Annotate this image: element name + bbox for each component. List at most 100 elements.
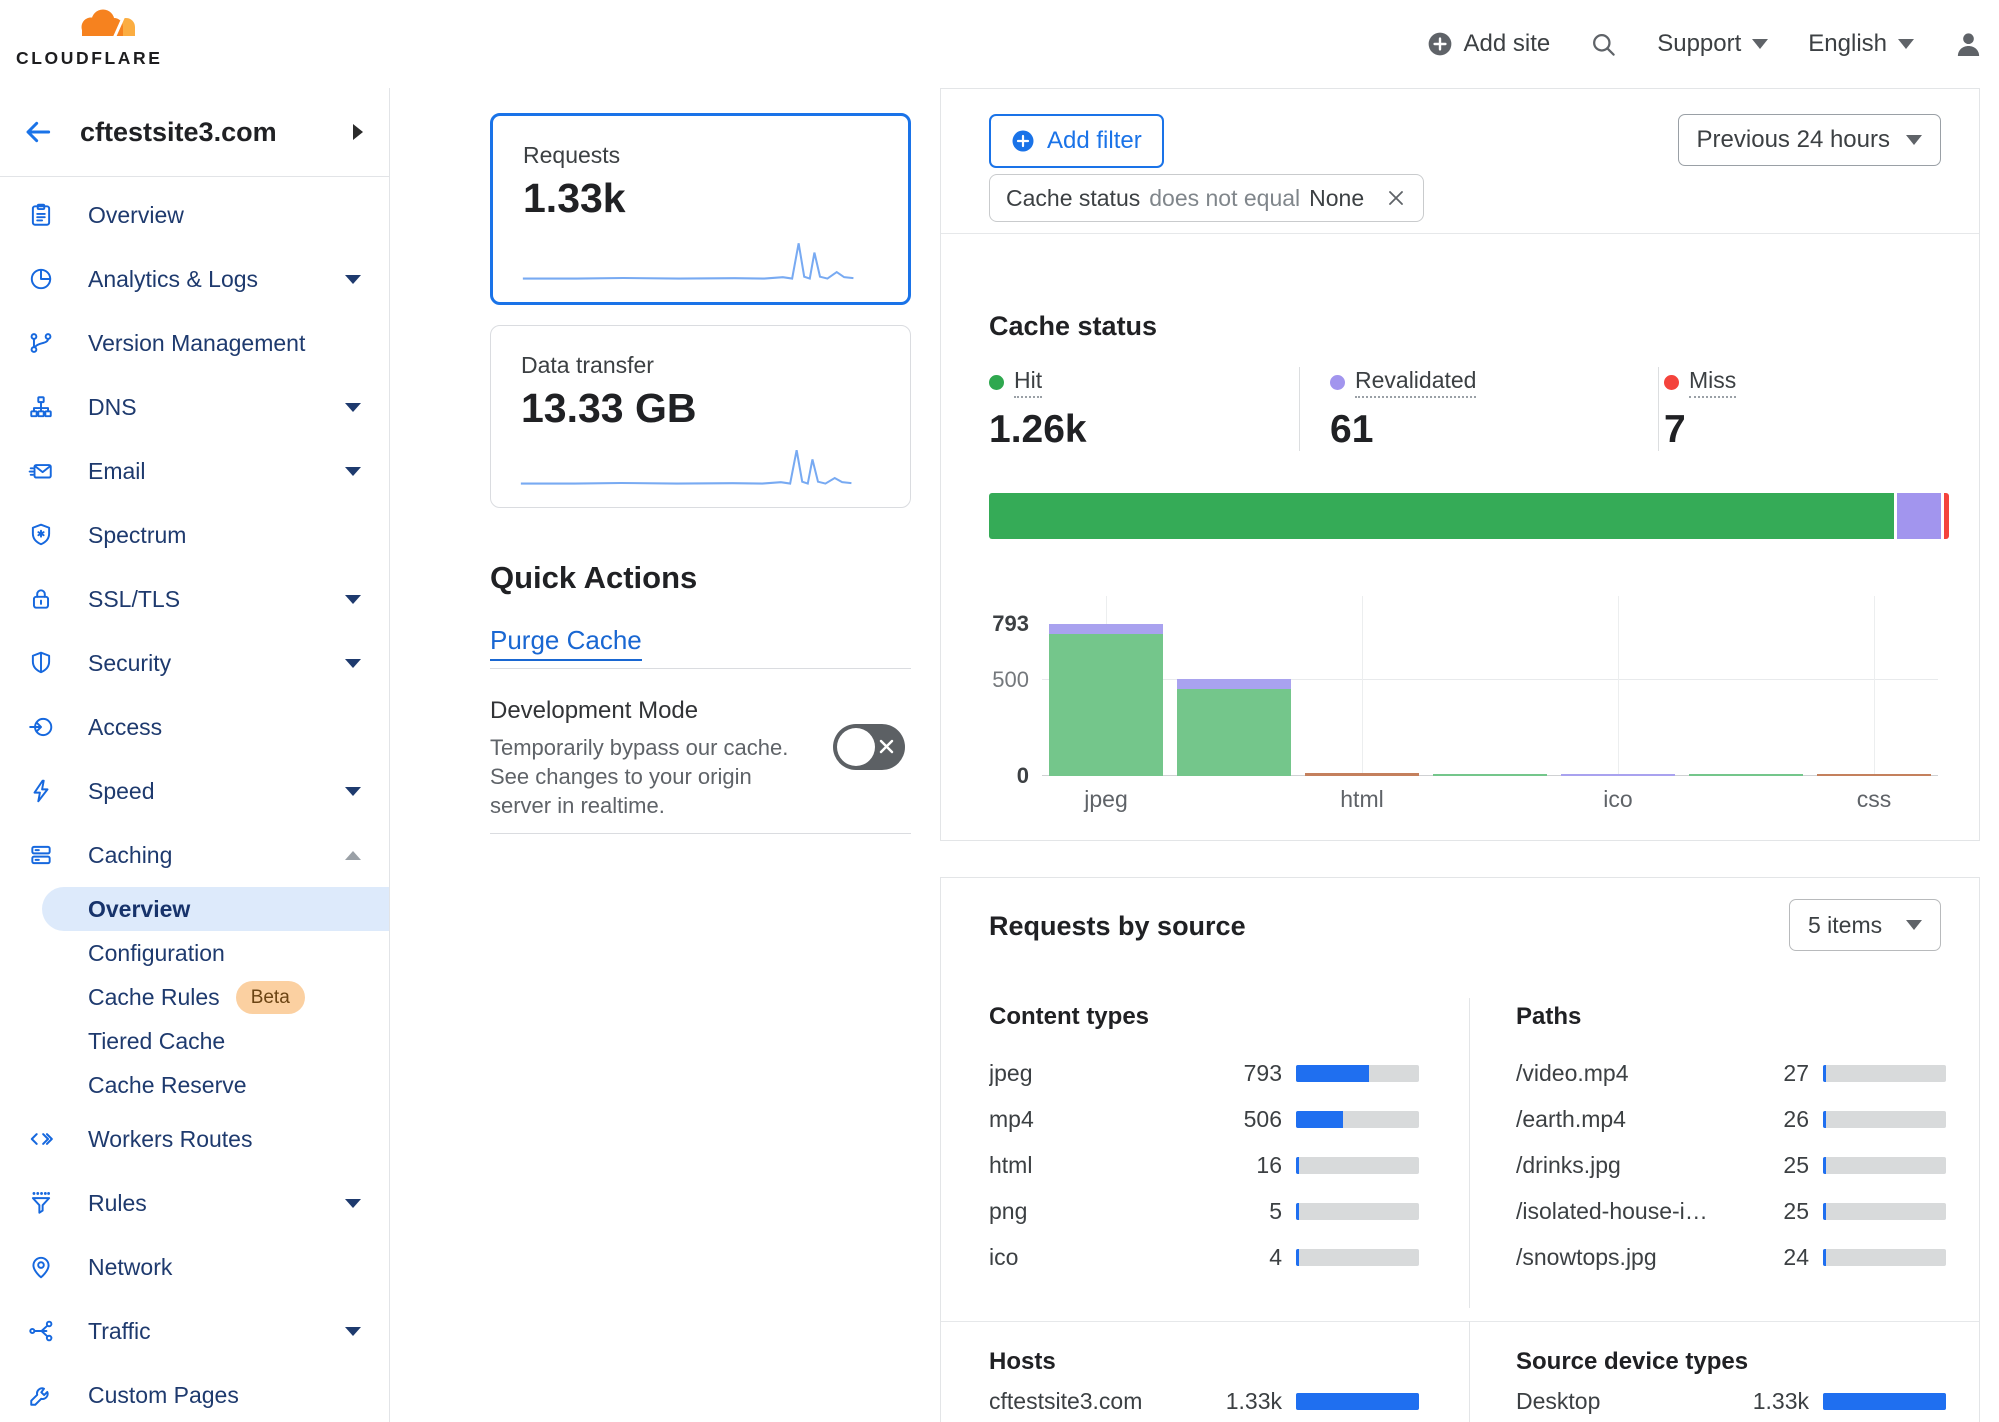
row-label: html xyxy=(989,1151,1033,1178)
sidebar-item-ssl-tls[interactable]: SSL/TLS xyxy=(0,567,389,631)
chart-bar-mp4[interactable] xyxy=(1177,679,1291,776)
row-bar xyxy=(1823,1110,1946,1128)
legend-toggle-revalidated[interactable]: Revalidated xyxy=(1330,367,1477,398)
legend-toggle-hit[interactable]: Hit xyxy=(989,367,1043,398)
chevron-down-icon[interactable] xyxy=(345,402,361,412)
row-value: 25 xyxy=(1783,1151,1809,1178)
add-site-button[interactable]: Add site xyxy=(1427,30,1550,58)
shield-icon xyxy=(28,650,54,676)
sidebar-item-rules[interactable]: Rules xyxy=(0,1171,389,1235)
filter-field: Cache status xyxy=(1006,184,1141,211)
chart-bar-png[interactable] xyxy=(1433,774,1547,776)
sidebar-item-dns[interactable]: DNS xyxy=(0,375,389,439)
chart-segment-hit xyxy=(1689,774,1803,776)
row-bar-fill xyxy=(1823,1110,1826,1128)
hosts-title: Hosts xyxy=(989,1348,1056,1375)
sidebar-item-custom-pages[interactable]: Custom Pages xyxy=(0,1363,389,1422)
sidebar-item-security[interactable]: Security xyxy=(0,631,389,695)
y-tick-label: 793 xyxy=(992,611,1029,636)
chevron-down-icon[interactable] xyxy=(345,658,361,668)
sidebar-item-version-management[interactable]: Version Management xyxy=(0,311,389,375)
chart-bar-html[interactable] xyxy=(1305,772,1419,776)
chart-segment-revalidated xyxy=(1049,624,1163,635)
development-mode-toggle[interactable] xyxy=(833,724,905,770)
language-label: English xyxy=(1808,30,1887,57)
stat-revalidated: Revalidated 61 xyxy=(1300,367,1658,451)
sidebar-item-traffic[interactable]: Traffic xyxy=(0,1299,389,1363)
row-value: 27 xyxy=(1783,1059,1809,1086)
close-icon[interactable] xyxy=(1385,187,1407,209)
chart-bar-ico[interactable] xyxy=(1561,774,1675,776)
sidebar-item-spectrum[interactable]: Spectrum xyxy=(0,503,389,567)
time-range-label: Previous 24 hours xyxy=(1696,126,1890,153)
items-count-selector[interactable]: 5 items xyxy=(1789,899,1941,951)
sidebar-item-label: SSL/TLS xyxy=(88,585,181,612)
search-icon[interactable] xyxy=(1590,31,1617,58)
table-row: Desktop 1.33k xyxy=(1516,1378,1946,1422)
chart-plot xyxy=(1042,589,1938,776)
x-tick-label xyxy=(1426,786,1554,813)
sidebar-item-overview[interactable]: Overview xyxy=(42,887,389,931)
chevron-down-icon[interactable] xyxy=(345,786,361,796)
chevron-down-icon[interactable] xyxy=(345,594,361,604)
sidebar-item-caching[interactable]: Caching xyxy=(0,823,389,887)
support-menu[interactable]: Support xyxy=(1657,30,1769,58)
user-account-icon[interactable] xyxy=(1954,30,1983,59)
chart-bar-css[interactable] xyxy=(1817,774,1931,776)
site-name[interactable]: cftestsite3.com xyxy=(80,116,277,147)
sidebar-item-label: DNS xyxy=(88,393,137,420)
sidebar-item-cache-rules[interactable]: Cache Rules Beta xyxy=(42,975,389,1019)
requests-card[interactable]: Requests 1.33k xyxy=(490,113,911,305)
chevron-down-icon xyxy=(1906,920,1922,930)
chevron-down-icon[interactable] xyxy=(345,466,361,476)
table-row: cftestsite3.com 1.33k xyxy=(989,1378,1419,1422)
requests-sparkline xyxy=(522,243,854,280)
purge-cache-link[interactable]: Purge Cache xyxy=(490,625,642,661)
sidebar-item-cache-reserve[interactable]: Cache Reserve xyxy=(42,1063,389,1107)
back-arrow-icon[interactable] xyxy=(22,116,54,148)
chevron-down-icon[interactable] xyxy=(345,1198,361,1208)
table-row: /video.mp4 27 xyxy=(1516,1050,1946,1096)
divider xyxy=(941,1321,1979,1322)
x-tick-label: html xyxy=(1340,786,1384,812)
sidebar-item-label: Rules xyxy=(88,1189,147,1216)
sidebar-item-access[interactable]: Access xyxy=(0,695,389,759)
cloudflare-cloud-icon xyxy=(72,9,140,46)
legend-toggle-miss[interactable]: Miss xyxy=(1664,367,1737,398)
requests-card-label: Requests xyxy=(523,142,621,168)
chart-bar-5[interactable] xyxy=(1689,774,1803,776)
data-transfer-card[interactable]: Data transfer 13.33 GB xyxy=(490,325,911,508)
sidebar-item-network[interactable]: Network xyxy=(0,1235,389,1299)
share-network-icon xyxy=(28,1318,54,1344)
sidebar-item-analytics-logs[interactable]: Analytics & Logs xyxy=(0,247,389,311)
sidebar-nav: Overview Analytics & Logs Version Manageme… xyxy=(0,177,389,1422)
row-bar-fill xyxy=(1823,1248,1826,1266)
filter-chip[interactable]: Cache status does not equal None xyxy=(989,174,1425,222)
devices-table: Desktop 1.33k xyxy=(1516,1378,1946,1422)
chevron-down-icon[interactable] xyxy=(345,274,361,284)
table-row: ico 4 xyxy=(989,1234,1419,1280)
sidebar-item-configuration[interactable]: Configuration xyxy=(42,931,389,975)
sidebar-item-tiered-cache[interactable]: Tiered Cache xyxy=(42,1019,389,1063)
divider xyxy=(1299,367,1300,451)
chart-bar-jpeg[interactable] xyxy=(1049,624,1163,776)
sidebar-item-workers-routes[interactable]: Workers Routes xyxy=(0,1107,389,1171)
stat-label: Revalidated xyxy=(1355,367,1477,398)
row-bar xyxy=(1823,1064,1946,1082)
sidebar-item-overview[interactable]: Overview xyxy=(0,183,389,247)
sidebar-item-speed[interactable]: Speed xyxy=(0,759,389,823)
sidebar-subitem-label: Overview xyxy=(88,895,191,922)
chevron-right-icon[interactable] xyxy=(353,124,363,140)
stat-value: 1.26k xyxy=(989,408,1087,451)
time-range-selector[interactable]: Previous 24 hours xyxy=(1677,114,1941,166)
chevron-down-icon[interactable] xyxy=(345,1326,361,1336)
language-menu[interactable]: English xyxy=(1808,30,1914,58)
x-tick-label: jpeg xyxy=(1084,786,1128,812)
row-value: 793 xyxy=(1243,1059,1282,1086)
cloudflare-logo[interactable]: CLOUDFLARE xyxy=(16,6,160,69)
chevron-up-icon[interactable] xyxy=(345,850,361,860)
sidebar-item-email[interactable]: Email xyxy=(0,439,389,503)
add-filter-button[interactable]: Add filter xyxy=(989,114,1164,168)
sidebar-item-label: Custom Pages xyxy=(88,1381,239,1408)
plus-circle-icon xyxy=(1427,31,1453,57)
